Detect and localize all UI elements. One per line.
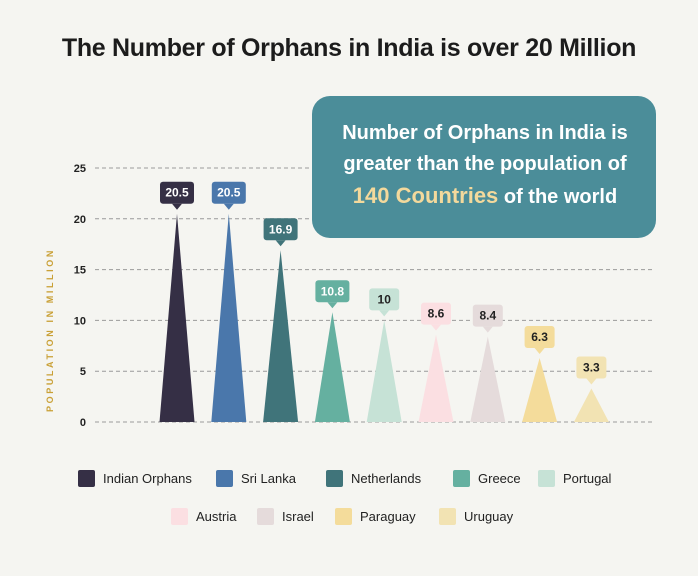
y-tick-label: 0 bbox=[80, 417, 86, 429]
data-label-badge bbox=[576, 356, 607, 379]
y-tick-label: 10 bbox=[74, 315, 86, 327]
legend-item: Sri Lanka bbox=[216, 470, 296, 487]
legend-swatch bbox=[326, 470, 343, 487]
callout-line-3-rest: of the world bbox=[498, 186, 618, 208]
data-label-badge bbox=[421, 302, 451, 325]
data-label-pointer bbox=[482, 326, 493, 333]
data-label: 8.4 bbox=[479, 309, 496, 323]
data-label-pointer bbox=[431, 324, 441, 331]
data-label-pointer bbox=[327, 302, 338, 309]
legend-label: Portugal bbox=[563, 471, 612, 486]
legend-swatch bbox=[439, 508, 456, 525]
legend-label: Indian Orphans bbox=[103, 471, 192, 486]
legend-label: Uruguay bbox=[464, 509, 514, 524]
data-label-badge bbox=[315, 280, 350, 303]
bar-portugal bbox=[366, 320, 402, 422]
chart-title: The Number of Orphans in India is over 2… bbox=[61, 34, 637, 62]
legend-swatch bbox=[453, 470, 470, 487]
data-label-badge bbox=[369, 288, 400, 311]
y-axis-label: POPULATION IN MILLION bbox=[45, 248, 55, 412]
legend-swatch bbox=[335, 508, 352, 525]
legend-label: Paraguay bbox=[360, 509, 416, 524]
legend-label: Netherlands bbox=[351, 471, 422, 486]
callout-line-3: 140 Countries of the world bbox=[330, 180, 640, 213]
callout-highlight: 140 Countries bbox=[352, 183, 499, 208]
bar-netherlands bbox=[263, 250, 299, 422]
y-tick-label: 15 bbox=[74, 265, 86, 277]
legend-label: Greece bbox=[478, 471, 521, 486]
data-label-pointer bbox=[534, 347, 545, 354]
y-tick-label: 25 bbox=[74, 163, 86, 175]
legend-item: Netherlands bbox=[326, 470, 421, 487]
data-label: 6.3 bbox=[531, 330, 548, 344]
legend-item: Portugal bbox=[538, 470, 611, 487]
callout-line-1: Number of Orphans in India is bbox=[342, 122, 628, 144]
y-tick-label: 5 bbox=[80, 366, 86, 378]
data-label-badge bbox=[263, 218, 298, 241]
data-label-pointer bbox=[586, 378, 597, 385]
legend-swatch bbox=[538, 470, 555, 487]
data-label-badge bbox=[472, 304, 503, 327]
bar-austria bbox=[418, 334, 454, 422]
data-label: 10.8 bbox=[321, 284, 345, 298]
legend-swatch bbox=[171, 508, 188, 525]
data-label: 3.3 bbox=[583, 360, 600, 374]
data-label-pointer bbox=[275, 240, 286, 247]
legend-label: Israel bbox=[282, 509, 314, 524]
bar-paraguay bbox=[522, 357, 558, 422]
data-label-badge bbox=[160, 181, 194, 204]
legend-item: Paraguay bbox=[335, 508, 416, 525]
legend-item: Austria bbox=[171, 508, 236, 525]
data-label-badge bbox=[211, 181, 246, 204]
legend-item: Israel bbox=[257, 508, 314, 525]
data-label-pointer bbox=[172, 203, 182, 210]
bar-sri-lanka bbox=[211, 213, 247, 422]
y-tick-label: 20 bbox=[74, 214, 86, 226]
data-label-pointer bbox=[223, 203, 234, 210]
legend-item: Uruguay bbox=[439, 508, 513, 525]
bar-uruguay bbox=[573, 388, 609, 422]
legend-item: Greece bbox=[453, 470, 521, 487]
legend-item: Indian Orphans bbox=[78, 470, 192, 487]
data-label: 8.6 bbox=[428, 307, 445, 321]
legend-label: Sri Lanka bbox=[241, 471, 296, 486]
bar-indian-orphans bbox=[159, 213, 195, 422]
data-label-badge bbox=[524, 325, 555, 348]
data-label-pointer bbox=[379, 310, 390, 317]
legend-swatch bbox=[78, 470, 95, 487]
data-label: 16.9 bbox=[269, 222, 293, 236]
legend-label: Austria bbox=[196, 509, 237, 524]
legend-swatch bbox=[257, 508, 274, 525]
data-label: 20.5 bbox=[217, 186, 241, 200]
callout-line-2: greater than the population of bbox=[343, 153, 627, 175]
bar-israel bbox=[470, 336, 506, 422]
callout-box: Number of Orphans in India is greater th… bbox=[312, 96, 656, 238]
data-label: 10 bbox=[378, 292, 392, 306]
data-label: 20.5 bbox=[165, 186, 189, 200]
bar-greece bbox=[314, 312, 350, 422]
legend-swatch bbox=[216, 470, 233, 487]
